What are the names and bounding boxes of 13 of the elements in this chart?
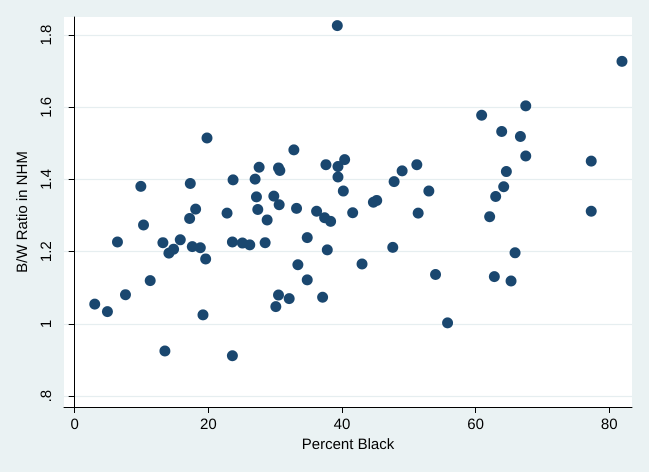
y-axis-title: B/W Ratio in NHM	[14, 151, 31, 273]
x-tick-label: 0	[70, 416, 79, 433]
x-tick-label: 80	[600, 416, 618, 433]
y-tick-label: 1.6	[38, 96, 55, 118]
y-tick-label: 1.4	[38, 169, 55, 190]
y-tick-label: 1	[38, 320, 55, 328]
x-tick-label: 60	[467, 416, 484, 433]
x-axis-title: Percent Black	[302, 436, 395, 453]
x-tick-label: 20	[200, 416, 217, 433]
y-tick-label: .8	[38, 390, 55, 402]
x-tick-label: 40	[334, 416, 350, 433]
y-tick-label: 1.8	[38, 24, 55, 46]
y-tick-label: 1.2	[38, 241, 55, 262]
